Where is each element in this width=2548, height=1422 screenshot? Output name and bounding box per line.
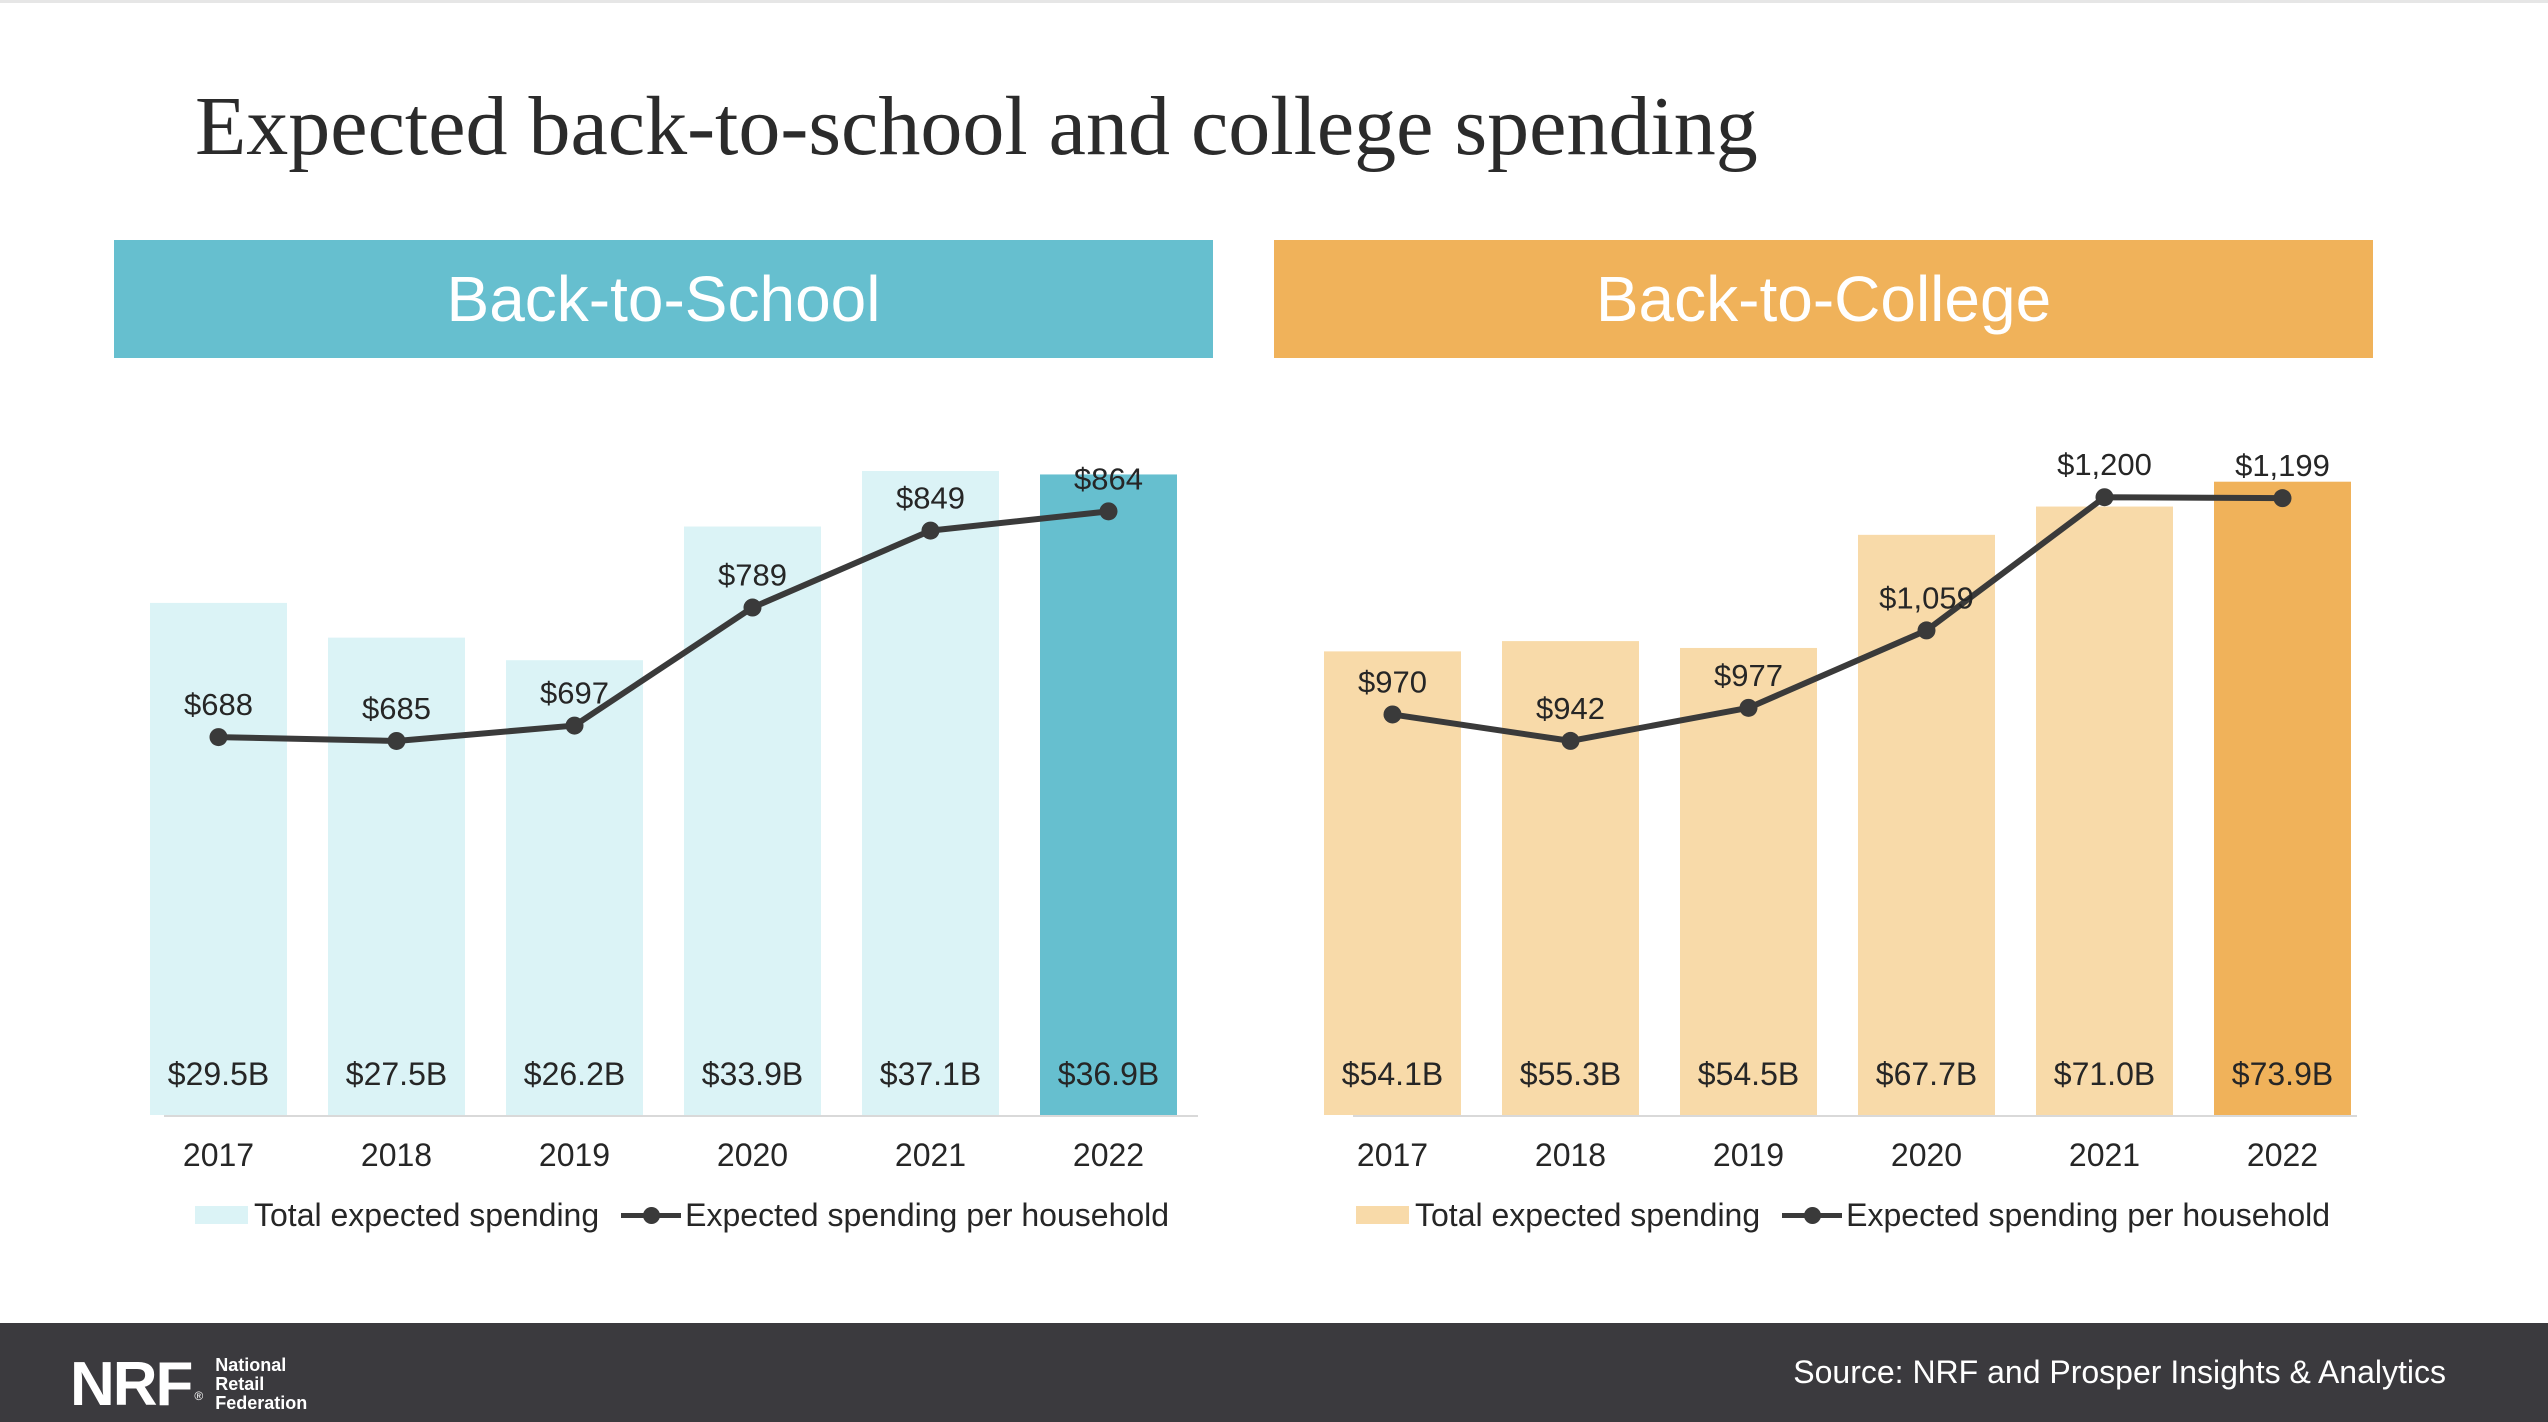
household-point xyxy=(2095,488,2114,507)
x-tick-label: 2018 xyxy=(1535,1137,1606,1173)
bar-value-label: $54.5B xyxy=(1698,1056,1799,1092)
bar-value-label: $36.9B xyxy=(1058,1056,1159,1092)
logo-registered-mark: ® xyxy=(194,1388,204,1403)
household-value-label: $697 xyxy=(540,676,609,711)
household-value-label: $685 xyxy=(362,691,431,726)
household-point xyxy=(1099,502,1118,521)
bar-value-label: $71.0B xyxy=(2054,1056,2155,1092)
school-panel-header: Back-to-School xyxy=(114,240,1213,358)
household-value-label: $864 xyxy=(1074,461,1143,496)
bar xyxy=(328,637,465,1115)
bar xyxy=(684,526,821,1115)
bar-value-label: $73.9B xyxy=(2232,1056,2333,1092)
bar xyxy=(2036,506,2173,1115)
x-tick-label: 2019 xyxy=(1713,1137,1784,1173)
bar-value-label: $27.5B xyxy=(346,1056,447,1092)
x-tick-label: 2020 xyxy=(717,1137,788,1173)
household-point xyxy=(2273,489,2292,508)
logo-word-2: Retail xyxy=(215,1374,265,1394)
household-point xyxy=(743,598,762,617)
household-value-label: $688 xyxy=(184,687,253,722)
household-point xyxy=(1561,731,1580,750)
x-tick-label: 2017 xyxy=(1357,1137,1428,1173)
household-value-label: $977 xyxy=(1714,658,1783,693)
x-tick-label: 2017 xyxy=(183,1137,254,1173)
x-tick-label: 2020 xyxy=(1891,1137,1962,1173)
logo-word-3: Federation xyxy=(215,1393,308,1413)
logo-word-1: National xyxy=(215,1355,287,1375)
line-legend-label: Expected spending per household xyxy=(1846,1196,2331,1233)
bar xyxy=(1502,641,1639,1115)
household-series-line xyxy=(1392,494,2283,744)
line-legend-marker xyxy=(1782,1200,1843,1230)
household-value-label: $1,059 xyxy=(1879,580,1974,615)
bar xyxy=(2214,481,2351,1115)
bar-value-label: $54.1B xyxy=(1342,1056,1443,1092)
bar xyxy=(862,470,999,1115)
household-point xyxy=(209,728,228,747)
x-tick-label: 2021 xyxy=(895,1137,966,1173)
household-value-label: $789 xyxy=(718,558,787,593)
x-tick-label: 2021 xyxy=(2069,1137,2140,1173)
x-tick-label: 2022 xyxy=(1073,1137,1144,1173)
bar xyxy=(1324,651,1461,1115)
college-panel-header: Back-to-College xyxy=(1274,240,2373,358)
bar-legend-label: Total expected spending xyxy=(1415,1196,1761,1233)
bar xyxy=(150,602,287,1115)
logo-wordmark: National Retail Federation xyxy=(215,1356,307,1413)
household-point xyxy=(565,716,584,735)
household-series-line xyxy=(218,508,1109,744)
logo-mark: NRF xyxy=(70,1350,193,1419)
bar-value-label: $37.1B xyxy=(880,1056,981,1092)
household-value-label: $849 xyxy=(896,481,965,516)
line-legend-label: Expected spending per household xyxy=(685,1196,1170,1233)
bar xyxy=(506,660,643,1115)
source-note: Source: NRF and Prosper Insights & Analy… xyxy=(1793,1354,2446,1390)
line-legend-marker xyxy=(621,1200,682,1230)
page-title: Expected back-to-school and college spen… xyxy=(195,80,1758,173)
bar-value-label: $67.7B xyxy=(1876,1056,1977,1092)
school-legend: Total expected spending Expected spendin… xyxy=(195,1190,1169,1240)
bar-value-label: $55.3B xyxy=(1520,1056,1621,1092)
x-tick-label: 2022 xyxy=(2247,1137,2318,1173)
bar xyxy=(1040,474,1177,1115)
household-point xyxy=(1917,621,1936,640)
x-tick-label: 2019 xyxy=(539,1137,610,1173)
bar-legend-swatch xyxy=(1356,1206,1409,1224)
bar-legend-swatch xyxy=(195,1206,248,1224)
bar-legend-label: Total expected spending xyxy=(254,1196,600,1233)
nrf-logo: NRF ® National Retail Federation xyxy=(70,1349,307,1420)
household-point xyxy=(921,521,940,540)
household-value-label: $1,200 xyxy=(2057,447,2152,482)
household-point xyxy=(1739,698,1758,717)
household-value-label: $1,199 xyxy=(2235,448,2330,483)
household-value-label: $942 xyxy=(1536,691,1605,726)
footer-bar: NRF ® National Retail Federation Source:… xyxy=(0,1323,2548,1422)
bar-value-label: $26.2B xyxy=(524,1056,625,1092)
household-point xyxy=(1383,705,1402,724)
household-point xyxy=(387,731,406,750)
top-rule xyxy=(0,0,2548,3)
household-value-label: $970 xyxy=(1358,664,1427,699)
bar-value-label: $29.5B xyxy=(168,1056,269,1092)
x-tick-label: 2018 xyxy=(361,1137,432,1173)
college-legend: Total expected spending Expected spendin… xyxy=(1356,1190,2330,1240)
bar xyxy=(1680,647,1817,1115)
bar-value-label: $33.9B xyxy=(702,1056,803,1092)
